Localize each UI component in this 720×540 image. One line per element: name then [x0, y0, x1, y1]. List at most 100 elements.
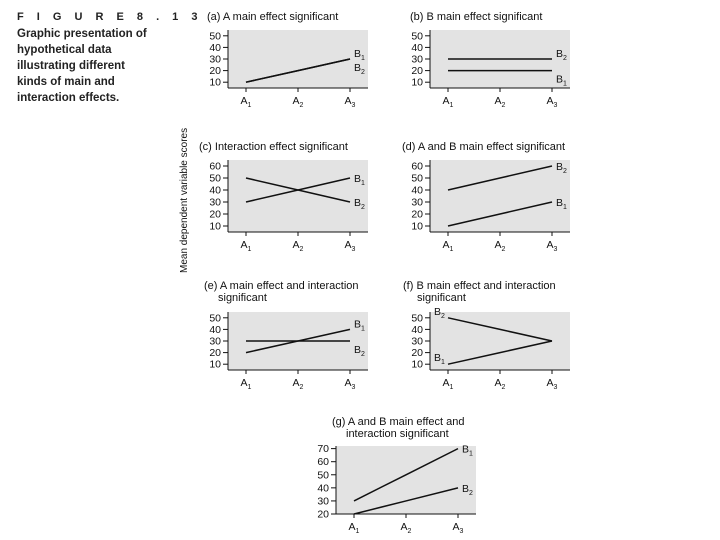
series-label-b1: B1 — [354, 173, 365, 187]
x-tick-label: A1 — [443, 95, 454, 109]
y-tick-label: 40 — [411, 324, 423, 336]
x-tick-label: A2 — [293, 239, 304, 253]
series-label-b1: B1 — [556, 197, 567, 211]
y-tick-label: 40 — [411, 42, 423, 54]
series-label-b2: B2 — [354, 197, 365, 211]
y-tick-label: 30 — [411, 197, 423, 209]
y-tick-label: 30 — [411, 54, 423, 66]
panel-e: (e) A main effect and interactionsignifi… — [204, 280, 368, 391]
series-label-b2: B2 — [354, 62, 365, 76]
y-tick-label: 60 — [317, 456, 329, 468]
y-axis-label: Mean dependent variable scores — [179, 128, 190, 273]
series-label-b2: B2 — [462, 483, 473, 497]
chart-panels: (a) A main effect significant1020304050A… — [199, 11, 570, 535]
y-tick-label: 40 — [411, 185, 423, 197]
panel-title: (a) A main effect significant — [207, 11, 338, 23]
panel-title: (f) B main effect and interaction — [403, 280, 556, 292]
panel-title: interaction significant — [346, 428, 449, 440]
x-tick-label: A2 — [495, 239, 506, 253]
series-line-b1 — [447, 201, 553, 227]
x-tick-label: A1 — [443, 377, 454, 391]
x-tick-label: A2 — [495, 95, 506, 109]
y-tick-label: 20 — [411, 65, 423, 77]
y-tick-label: 50 — [317, 469, 329, 481]
series-label-b2: B2 — [434, 306, 445, 320]
series-label-b1: B1 — [354, 318, 365, 332]
x-tick-label: A3 — [547, 95, 558, 109]
plot-area — [430, 312, 570, 370]
x-tick-label: A1 — [443, 239, 454, 253]
y-tick-label: 10 — [411, 221, 423, 233]
y-tick-label: 40 — [209, 42, 221, 54]
y-tick-label: 50 — [209, 30, 221, 42]
x-tick-label: A2 — [495, 377, 506, 391]
y-tick-label: 20 — [209, 209, 221, 221]
y-tick-label: 30 — [411, 336, 423, 348]
x-tick-label: A2 — [293, 377, 304, 391]
x-tick-label: A3 — [345, 377, 356, 391]
x-tick-label: A2 — [293, 95, 304, 109]
panel-title: (e) A main effect and interaction — [204, 280, 359, 292]
panel-title: significant — [417, 292, 466, 304]
plot-area — [228, 30, 368, 88]
series-line-b2 — [245, 177, 351, 203]
y-tick-label: 70 — [317, 443, 329, 455]
y-tick-label: 20 — [209, 347, 221, 359]
y-tick-label: 30 — [209, 197, 221, 209]
caption-line-1: Graphic presentation of — [17, 28, 147, 40]
y-tick-label: 50 — [411, 173, 423, 185]
y-tick-label: 10 — [209, 77, 221, 89]
caption-line-3: illustrating different — [17, 60, 125, 72]
y-tick-label: 20 — [411, 347, 423, 359]
caption-line-5: interaction effects. — [17, 92, 119, 104]
panel-f: (f) B main effect and interactionsignifi… — [403, 280, 570, 391]
series-line-b1 — [447, 340, 553, 365]
y-tick-label: 20 — [209, 65, 221, 77]
plot-area — [228, 160, 368, 232]
x-tick-label: A3 — [345, 239, 356, 253]
panel-title: (c) Interaction effect significant — [199, 141, 348, 153]
y-tick-label: 50 — [411, 312, 423, 324]
y-tick-label: 30 — [209, 336, 221, 348]
y-tick-label: 10 — [209, 359, 221, 371]
y-tick-label: 50 — [209, 312, 221, 324]
y-tick-label: 20 — [411, 209, 423, 221]
x-tick-label: A1 — [241, 95, 252, 109]
series-line-b2 — [245, 58, 351, 83]
series-label-b2: B2 — [354, 344, 365, 358]
x-tick-label: A3 — [547, 239, 558, 253]
series-line-b2 — [447, 165, 553, 191]
panel-title: (g) A and B main effect and — [332, 416, 465, 428]
y-tick-label: 50 — [411, 30, 423, 42]
x-tick-label: A1 — [241, 239, 252, 253]
y-tick-label: 40 — [317, 482, 329, 494]
panel-c: (c) Interaction effect significant 102030… — [199, 141, 368, 253]
x-tick-label: A3 — [547, 377, 558, 391]
figure-number: F I G U R E 8 . 1 3 — [17, 11, 202, 23]
y-tick-label: 40 — [209, 185, 221, 197]
series-line-b2 — [353, 487, 459, 515]
series-label-b1: B1 — [434, 352, 445, 366]
y-tick-label: 10 — [411, 77, 423, 89]
caption-line-4: kinds of main and — [17, 76, 115, 88]
y-tick-label: 50 — [209, 173, 221, 185]
x-tick-label: A3 — [453, 521, 464, 535]
y-tick-label: 30 — [317, 495, 329, 507]
x-tick-label: A3 — [345, 95, 356, 109]
x-tick-label: A2 — [401, 521, 412, 535]
x-tick-label: A1 — [349, 521, 360, 535]
x-tick-label: A1 — [241, 377, 252, 391]
series-label-b2: B2 — [556, 48, 567, 62]
series-line-b2 — [447, 317, 553, 342]
caption-line-2: hypothetical data — [17, 44, 112, 56]
panel-title: (d) A and B main effect significant — [402, 141, 565, 153]
y-tick-label: 10 — [411, 359, 423, 371]
series-label-b1: B1 — [556, 74, 567, 88]
y-tick-label: 10 — [209, 221, 221, 233]
plot-area — [430, 160, 570, 232]
panel-d: (d) A and B main effect significant 10203… — [402, 141, 570, 253]
y-tick-label: 40 — [209, 324, 221, 336]
